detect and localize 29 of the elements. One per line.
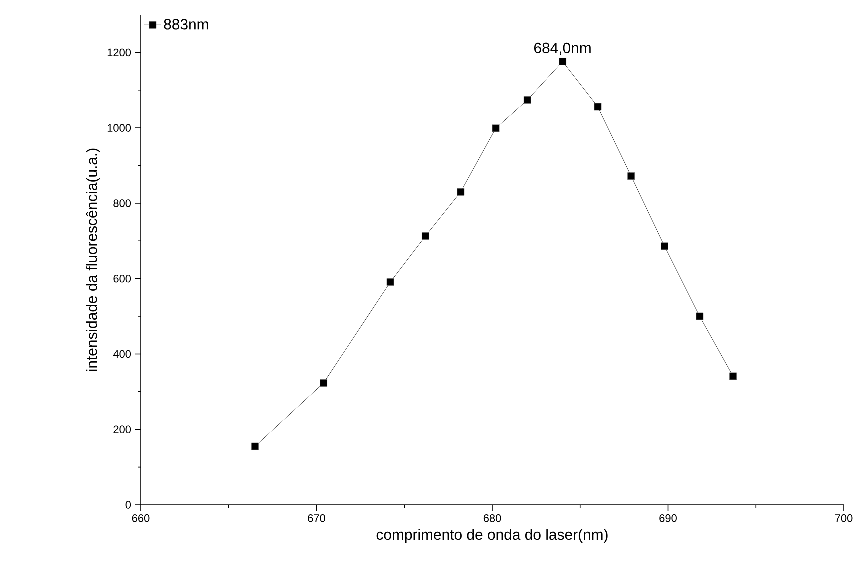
x-tick-label: 660 (132, 514, 150, 522)
y-tick-label: 800 (114, 200, 132, 208)
point (696, 312, 704, 320)
y-tick-label: 0 (126, 501, 132, 509)
point (661, 242, 668, 250)
point (730, 372, 737, 380)
point (252, 442, 259, 450)
legend-label: 883nm (164, 19, 208, 30)
point (559, 58, 567, 66)
point (524, 96, 532, 104)
y-tick-label: 200 (114, 426, 132, 434)
point (457, 188, 465, 196)
y-tick-label: 600 (114, 274, 132, 283)
point (594, 103, 602, 111)
point (628, 172, 636, 180)
x-axis-title: comprimento de onda do laser(nm) (376, 529, 608, 544)
x-tick-label: 700 (835, 514, 853, 522)
point (492, 124, 500, 132)
x-tick-label: 690 (660, 514, 677, 522)
y-tick-label: 1000 (108, 124, 132, 132)
point (386, 278, 394, 286)
point (422, 232, 430, 240)
y-axis-title: intensidade da fluorescência(u.a.) (86, 148, 100, 372)
annotation: 684,0nm (534, 42, 591, 56)
point (320, 380, 328, 387)
x-tick-label: 670 (308, 514, 326, 522)
x-tick-label: 680 (484, 514, 502, 522)
y-tick-label: 1200 (108, 48, 132, 57)
y-tick-label: 400 (113, 350, 132, 358)
